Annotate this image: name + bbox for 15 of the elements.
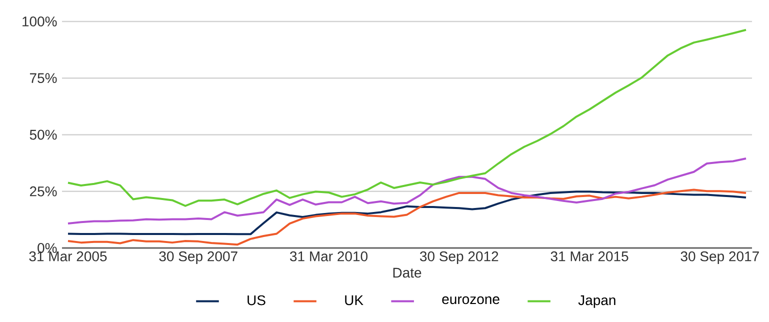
y-tick-label: 75% <box>30 73 57 84</box>
legend-label: UK <box>345 295 364 306</box>
y-tick-label: 100% <box>22 16 57 26</box>
legend-label: eurozone <box>442 296 500 304</box>
y-tick-label: 0% <box>38 243 57 253</box>
x-axis-title: Date <box>393 268 422 278</box>
x-tick-label: 30 Sep 2012 <box>420 251 498 264</box>
x-tick-label: 30 Sep 2017 <box>680 251 759 264</box>
x-tick-label: 31 Mar 2010 <box>290 251 368 262</box>
x-tick-label: 31 Mar 2015 <box>550 251 628 262</box>
x-tick-label: 30 Sep 2007 <box>159 251 238 264</box>
legend-label: Japan <box>578 295 616 308</box>
legend-label: US <box>248 295 266 306</box>
y-tick-label: 50% <box>30 130 57 140</box>
y-tick-label: 25% <box>30 186 57 196</box>
